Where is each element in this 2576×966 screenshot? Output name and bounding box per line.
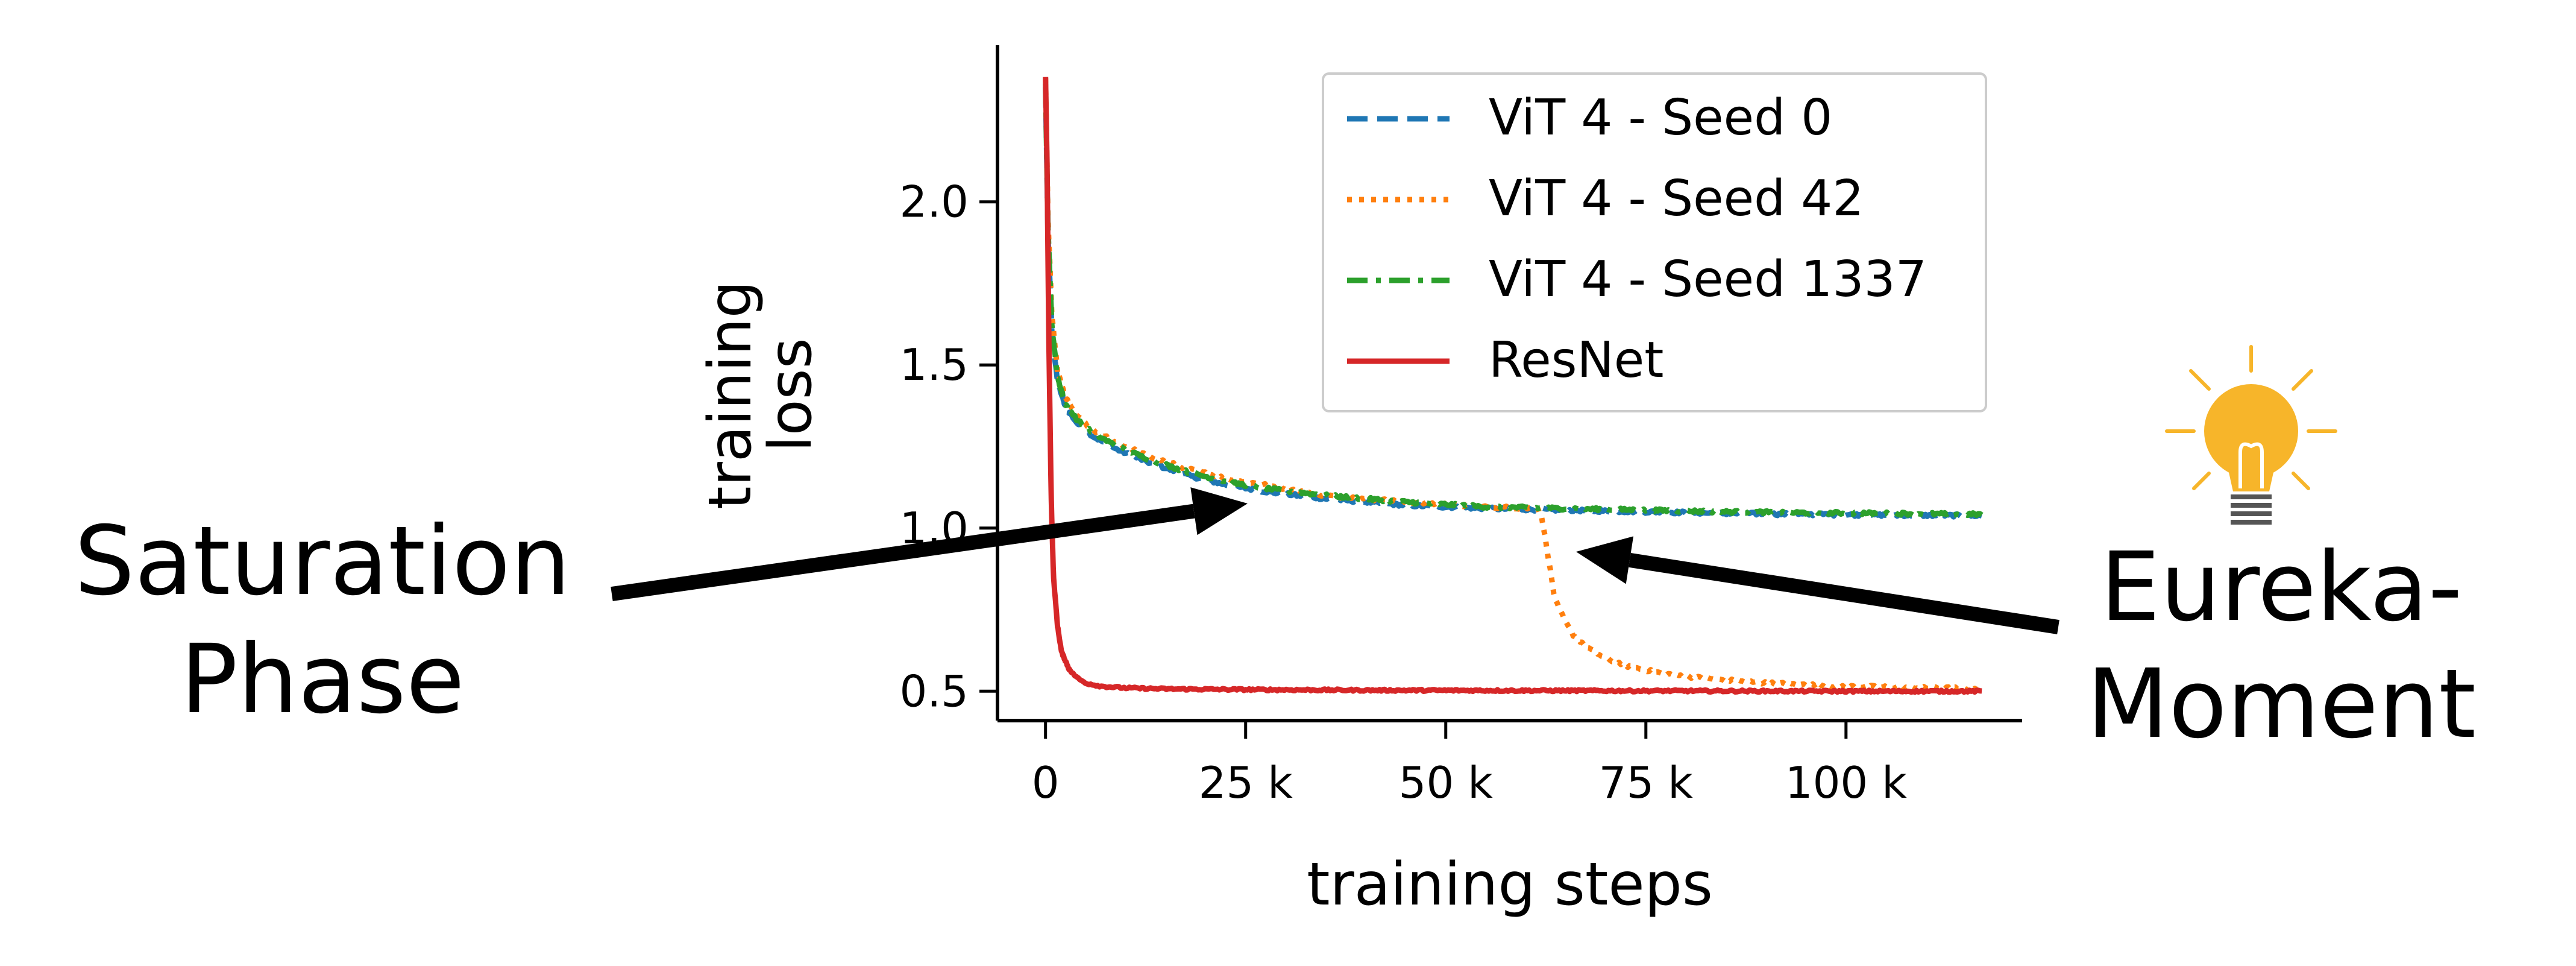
y-axis-label-line: training xyxy=(696,280,765,510)
saturation-phase-line: Saturation xyxy=(74,506,571,617)
bulb-glass xyxy=(2204,384,2298,478)
legend: ViT 4 - Seed 0 ViT 4 - Seed 42 ViT 4 - See… xyxy=(1322,72,1987,412)
arrow-shaft xyxy=(611,504,1195,601)
series-line-1 xyxy=(1043,78,1984,693)
bulb-neck xyxy=(2227,464,2275,491)
bulb-ray xyxy=(2292,369,2313,391)
x-axis-label: training steps xyxy=(1307,850,1713,919)
saturation-arrow xyxy=(611,487,1248,601)
arrow-shaft xyxy=(1629,553,2059,634)
series-line-2 xyxy=(1043,83,1984,519)
eureka-moment-line: Eureka- xyxy=(2100,532,2462,643)
saturation-phase-label: Saturation Phase xyxy=(74,506,571,735)
x-tick-label: 100 k xyxy=(1785,757,1907,808)
eureka-moment-line: Moment xyxy=(2087,649,2476,760)
lightbulb-icon xyxy=(2165,345,2337,525)
bulb-base-ring xyxy=(2231,520,2272,525)
arrow-head xyxy=(1190,487,1248,535)
annotations: Saturation Phase Eureka-Moment xyxy=(74,345,2476,760)
plot-area xyxy=(1043,77,1984,695)
eureka-moment-label: Eureka-Moment xyxy=(2087,532,2476,760)
saturation-phase-line: Phase xyxy=(180,624,465,735)
bulb-ray xyxy=(2292,472,2310,490)
x-tick-label: 75 k xyxy=(1599,757,1694,808)
arrow-head xyxy=(1576,536,1634,584)
bulb-base-ring xyxy=(2231,494,2272,499)
legend-label: ViT 4 - Seed 42 xyxy=(1489,170,1864,227)
y-tick-label: 0.5 xyxy=(899,666,969,716)
x-tick-label: 0 xyxy=(1032,757,1060,808)
bulb-ray xyxy=(2192,472,2211,490)
y-tick-label: 2.0 xyxy=(899,177,969,227)
y-tick-label: 1.5 xyxy=(899,339,969,390)
y-axis-label: trainingloss xyxy=(696,280,825,510)
legend-box xyxy=(1322,72,1987,412)
legend-label: ViT 4 - Seed 1337 xyxy=(1489,251,1927,308)
bulb-filament xyxy=(2238,442,2264,488)
x-tick-label: 25 k xyxy=(1199,757,1293,808)
bulb-base-ring xyxy=(2231,511,2272,516)
x-tick-label: 50 k xyxy=(1399,757,1494,808)
eureka-arrow xyxy=(1576,536,2059,634)
legend-label: ResNet xyxy=(1489,332,1663,389)
series-line-3 xyxy=(1043,77,1983,695)
y-axis-label-line: loss xyxy=(756,338,825,452)
bulb-base-ring xyxy=(2231,503,2272,508)
legend-label: ViT 4 - Seed 0 xyxy=(1489,89,1832,147)
bulb-ray xyxy=(2189,369,2211,391)
